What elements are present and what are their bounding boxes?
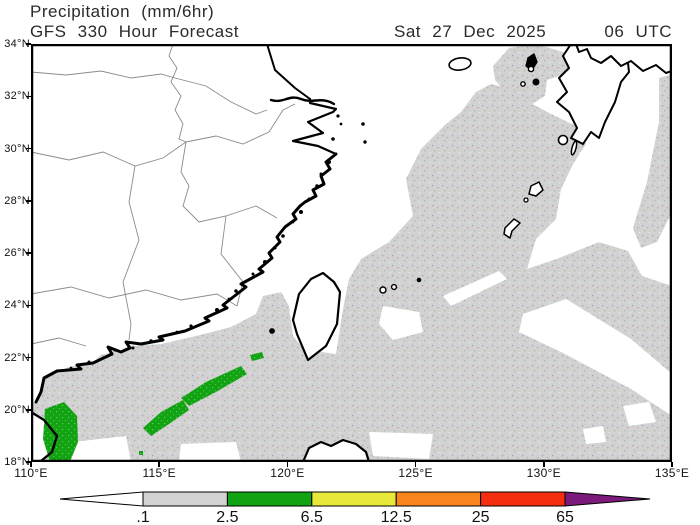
legend-band-1 [227,492,311,506]
lon-tick-label: 130°E [522,466,566,480]
lon-tick-label: 110°E [9,466,53,480]
map-canvas [31,44,672,462]
lat-tick-mark [26,252,31,254]
legend-threshold-label: 12.5 [381,509,412,525]
forecast-subtitle: GFS 330 Hour Forecast [30,22,239,42]
legend-threshold-label: 6.5 [301,509,323,525]
lat-tick-mark [26,409,31,411]
page-title: Precipitation (mm/6hr) [30,2,214,22]
valid-time: 06 UTC [604,22,672,42]
lon-tick-label: 120°E [265,466,309,480]
legend-threshold-label: 65 [556,509,574,525]
legend-band-4 [481,492,565,506]
lon-tick-mark [30,462,32,467]
lat-tick-mark [26,305,31,307]
legend-threshold-label: 2.5 [216,509,238,525]
lon-tick-mark [158,462,160,467]
gfs-precipitation-map-page: Precipitation (mm/6hr) GFS 330 Hour Fore… [0,0,700,525]
lat-tick-mark [26,200,31,202]
lon-tick-mark [287,462,289,467]
legend-arrow-below-min [60,492,143,506]
lat-tick-mark [26,96,31,98]
legend-threshold-label: .1 [136,509,149,525]
lon-tick-label: 135°E [650,466,694,480]
legend-threshold-label: 25 [472,509,490,525]
legend-band-3 [396,492,480,506]
legend-arrow-above-max [565,492,650,506]
lon-tick-label: 115°E [137,466,181,480]
legend-band-2 [312,492,396,506]
lat-tick-mark [26,148,31,150]
legend-band-0 [143,492,227,506]
lon-tick-mark [671,462,673,467]
lat-tick-mark [26,357,31,359]
precipitation-legend: .1 2.5 6.5 12.5 25 65 [0,484,700,525]
valid-date: Sat 27 Dec 2025 [394,22,546,42]
lon-tick-mark [543,462,545,467]
lat-tick-mark [26,43,31,45]
lon-tick-mark [415,462,417,467]
lon-tick-label: 125°E [394,466,438,480]
